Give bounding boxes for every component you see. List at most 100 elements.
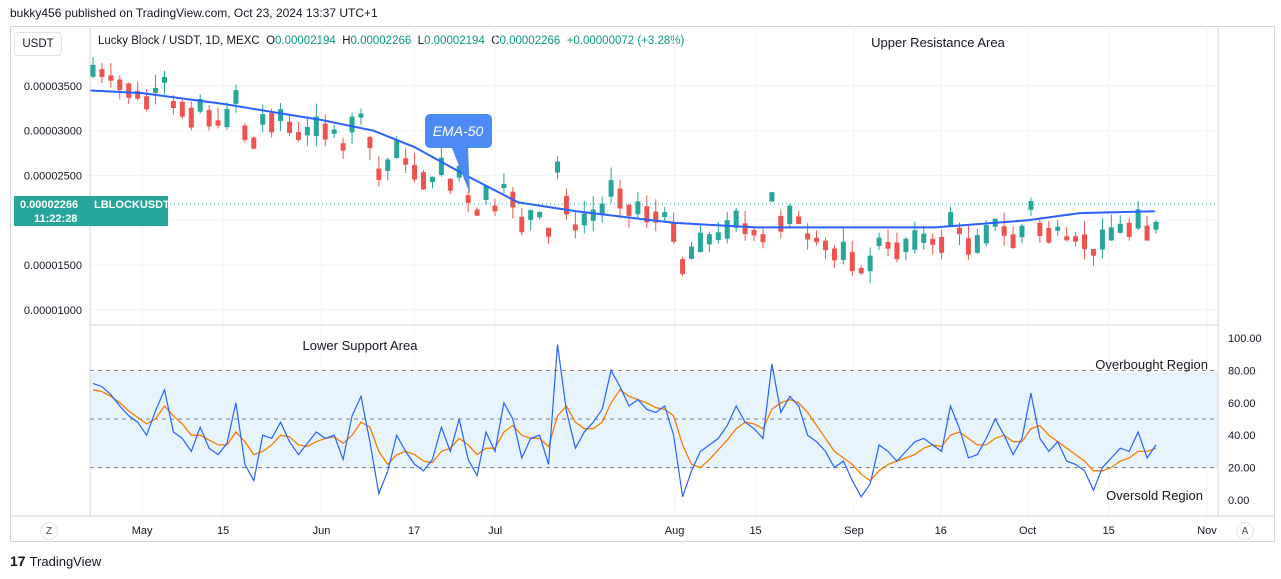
candle-body bbox=[304, 127, 310, 136]
price-tick-label: 0.00003000 bbox=[24, 126, 82, 138]
candle-body bbox=[376, 168, 382, 180]
candle-body bbox=[394, 139, 400, 159]
rsi-band bbox=[90, 372, 1218, 468]
candle-body bbox=[403, 158, 409, 165]
candle-body bbox=[1046, 228, 1052, 243]
candle-body bbox=[858, 267, 864, 274]
candle-body bbox=[1082, 234, 1088, 250]
candle-body bbox=[1090, 249, 1096, 256]
candle-body bbox=[626, 204, 632, 216]
candle-body bbox=[233, 90, 239, 104]
candle-body bbox=[1108, 227, 1114, 241]
candle-body bbox=[617, 188, 623, 209]
currency-button[interactable]: USDT bbox=[14, 32, 62, 56]
candle-body bbox=[465, 195, 471, 203]
candle-body bbox=[474, 209, 480, 216]
candle-body bbox=[599, 203, 605, 215]
candle-body bbox=[322, 123, 328, 140]
candle-body bbox=[153, 88, 159, 93]
candle-body bbox=[385, 159, 391, 171]
candle-body bbox=[117, 79, 123, 91]
time-tick-label: Nov bbox=[1197, 525, 1217, 537]
candle-body bbox=[447, 178, 453, 191]
candle-body bbox=[778, 215, 784, 232]
candle-body bbox=[849, 252, 855, 272]
rsi-axis-labels: 100.00 80.00 60.00 40.00 20.00 0.00 bbox=[1228, 333, 1262, 507]
candle-body bbox=[572, 224, 578, 231]
candle-body bbox=[894, 242, 900, 260]
candle-body bbox=[313, 116, 319, 137]
time-tick-label: Jun bbox=[313, 525, 331, 537]
price-tag-symbol: LBLOCKUSDT bbox=[94, 199, 170, 211]
candle-body bbox=[483, 185, 489, 200]
time-tick-label: 17 bbox=[408, 525, 420, 537]
scale-z-button[interactable]: Z bbox=[40, 522, 58, 540]
candle-body bbox=[644, 206, 650, 223]
candle-body bbox=[751, 230, 757, 236]
rsi-tick-label: 100.00 bbox=[1228, 333, 1262, 345]
time-tick-label: Oct bbox=[1019, 525, 1036, 537]
candle-body bbox=[287, 121, 293, 133]
candle-body bbox=[885, 242, 891, 249]
candle-body bbox=[671, 221, 677, 242]
candle-body bbox=[769, 192, 775, 202]
ema-callout-pointer bbox=[452, 148, 470, 194]
price-tag-price: 0.00002266 bbox=[20, 199, 78, 211]
candle-body bbox=[1055, 226, 1061, 231]
candle-body bbox=[126, 83, 132, 98]
candle-body bbox=[912, 230, 918, 250]
candle-body bbox=[528, 210, 534, 220]
candle-body bbox=[956, 227, 962, 235]
scale-auto-button[interactable]: A bbox=[1236, 522, 1254, 540]
candle-body bbox=[805, 233, 811, 240]
rsi-tick-label: 0.00 bbox=[1228, 495, 1249, 507]
candle-body bbox=[1073, 236, 1079, 242]
oversold-label: Oversold Region bbox=[1106, 488, 1203, 503]
upper-resistance-label: Upper Resistance Area bbox=[871, 35, 1005, 50]
high-label: H bbox=[342, 35, 351, 47]
candle-body bbox=[251, 137, 257, 149]
time-tick-label: 16 bbox=[935, 525, 947, 537]
candle-body bbox=[965, 238, 971, 255]
candle-body bbox=[697, 232, 703, 253]
price-tick-label: 0.00003500 bbox=[24, 81, 82, 93]
lower-support-label: Lower Support Area bbox=[303, 338, 419, 353]
candle-body bbox=[590, 209, 596, 221]
rsi-line bbox=[92, 344, 1157, 498]
candle-body bbox=[1135, 209, 1141, 229]
candle-body bbox=[1099, 229, 1105, 250]
candle-body bbox=[1001, 226, 1007, 236]
rsi-band-lines bbox=[90, 369, 1218, 469]
price-tick-label: 0.00001500 bbox=[24, 260, 82, 272]
chart-frame bbox=[10, 26, 1275, 542]
candle-body bbox=[840, 241, 846, 260]
candle-body bbox=[90, 64, 96, 77]
candle-body bbox=[412, 165, 418, 180]
candle-body bbox=[635, 201, 641, 215]
candle-body bbox=[358, 113, 364, 118]
candle-body bbox=[349, 116, 355, 133]
candle-body bbox=[537, 211, 543, 218]
candle-body bbox=[555, 161, 561, 173]
candle-body bbox=[179, 101, 185, 117]
tradingview-logo[interactable]: 17 TradingView bbox=[10, 553, 101, 569]
candle-body bbox=[99, 69, 105, 78]
candle-body bbox=[501, 183, 507, 189]
candle-body bbox=[278, 109, 284, 122]
candle-body bbox=[930, 238, 936, 245]
candle-body bbox=[170, 100, 176, 109]
symbol-name: Lucky Block / USDT, 1D, MEXC bbox=[98, 35, 260, 47]
candle-body bbox=[188, 107, 194, 128]
candle-body bbox=[492, 205, 498, 212]
candle-body bbox=[653, 211, 659, 223]
candle-body bbox=[331, 129, 337, 134]
price-tag-countdown: 11:22:28 bbox=[34, 213, 77, 225]
candle-body bbox=[563, 196, 569, 215]
rsi-tick-label: 40.00 bbox=[1228, 430, 1256, 442]
candle-body bbox=[144, 96, 150, 110]
candle-body bbox=[903, 238, 909, 253]
candle-body bbox=[1037, 222, 1043, 236]
candle-body bbox=[340, 143, 346, 151]
candle-body bbox=[1028, 200, 1034, 210]
